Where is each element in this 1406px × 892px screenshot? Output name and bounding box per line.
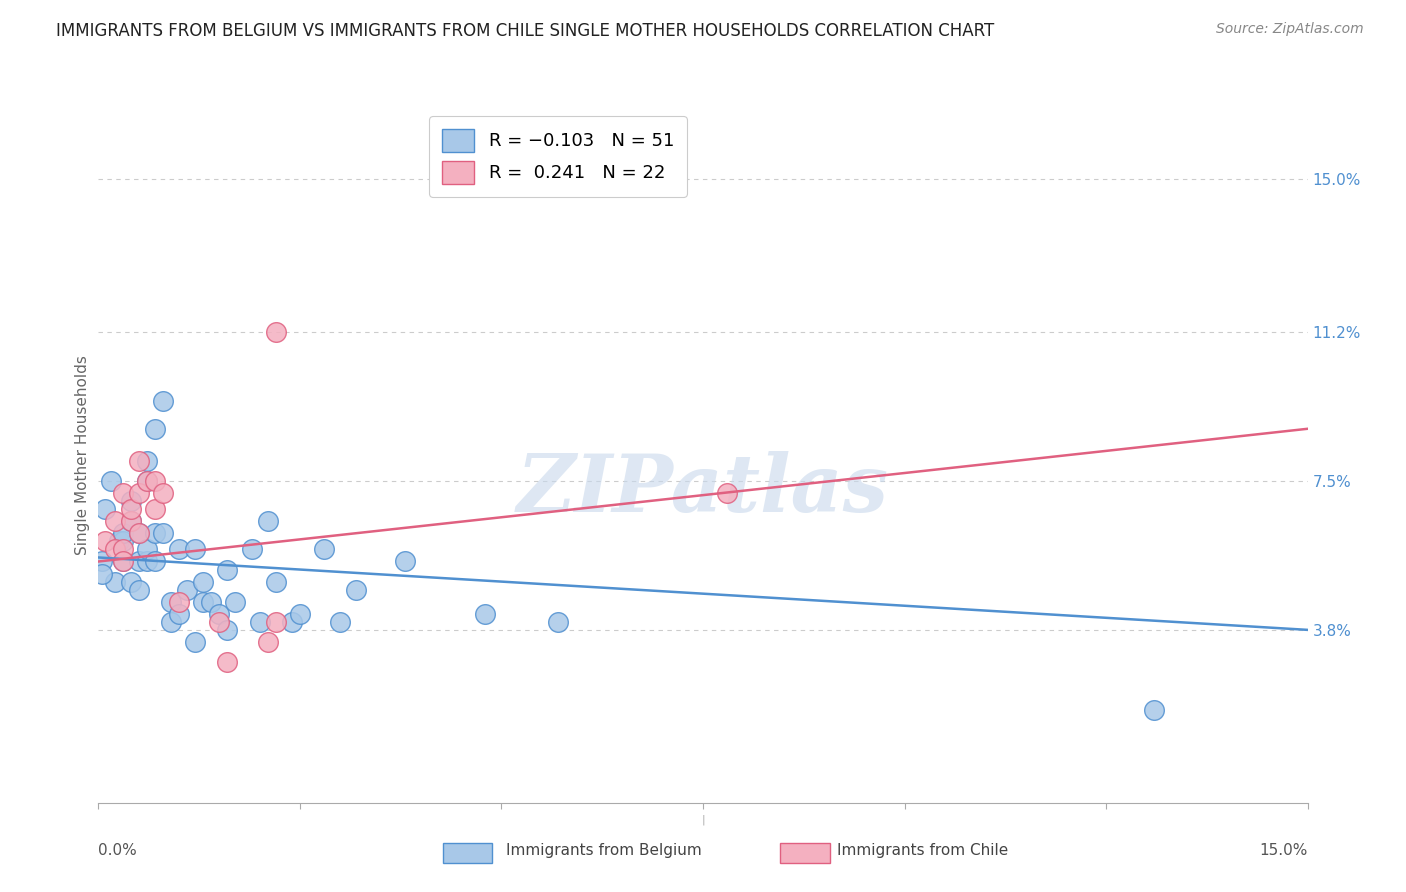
Point <box>91 566 114 581</box>
Point <box>128 554 150 568</box>
Point <box>167 542 190 557</box>
Point <box>120 514 142 528</box>
Point <box>208 607 231 621</box>
Point <box>394 554 416 568</box>
Point <box>314 542 336 557</box>
Point <box>111 526 134 541</box>
Point <box>128 486 150 500</box>
Point <box>160 615 183 629</box>
Point <box>240 542 263 557</box>
Point <box>264 325 287 339</box>
Point <box>128 526 150 541</box>
Point <box>217 562 239 576</box>
Point <box>111 542 134 557</box>
Text: IMMIGRANTS FROM BELGIUM VS IMMIGRANTS FROM CHILE SINGLE MOTHER HOUSEHOLDS CORREL: IMMIGRANTS FROM BELGIUM VS IMMIGRANTS FR… <box>56 22 994 40</box>
Y-axis label: Single Mother Households: Single Mother Households <box>75 355 90 555</box>
Text: 15.0%: 15.0% <box>1260 843 1308 858</box>
Point <box>111 554 134 568</box>
Point <box>474 607 496 621</box>
Point <box>249 615 271 629</box>
Point <box>143 474 166 488</box>
Point <box>256 514 278 528</box>
Point <box>264 574 287 589</box>
Point <box>1143 703 1166 717</box>
Point <box>143 502 166 516</box>
Point <box>128 526 150 541</box>
Point <box>152 393 174 408</box>
Point <box>135 542 157 557</box>
Point <box>167 607 190 621</box>
Point <box>152 486 174 500</box>
Point <box>135 474 157 488</box>
Point <box>224 595 246 609</box>
Point <box>193 574 215 589</box>
Point <box>716 486 738 500</box>
Point <box>120 502 142 516</box>
Point <box>91 554 114 568</box>
Text: 0.0%: 0.0% <box>98 843 138 858</box>
Point <box>264 615 287 629</box>
Point <box>103 542 125 557</box>
Point <box>176 582 198 597</box>
Point <box>94 534 117 549</box>
Point <box>329 615 352 629</box>
Text: Immigrants from Belgium: Immigrants from Belgium <box>506 843 702 858</box>
Point <box>193 595 215 609</box>
Point <box>120 494 142 508</box>
Point <box>217 623 239 637</box>
Point <box>120 514 142 528</box>
Point <box>152 526 174 541</box>
Point <box>143 422 166 436</box>
Point <box>111 486 134 500</box>
Point <box>135 474 157 488</box>
Point <box>160 595 183 609</box>
Point <box>281 615 304 629</box>
Point <box>120 574 142 589</box>
Point <box>103 574 125 589</box>
Point <box>103 514 125 528</box>
Point <box>208 615 231 629</box>
Legend: R = −0.103   N = 51, R =  0.241   N = 22: R = −0.103 N = 51, R = 0.241 N = 22 <box>429 116 686 197</box>
Point <box>547 615 569 629</box>
Point <box>184 635 207 649</box>
Point <box>128 582 150 597</box>
Point <box>143 554 166 568</box>
Point <box>100 474 122 488</box>
Point <box>217 655 239 669</box>
Point <box>111 534 134 549</box>
Point <box>143 526 166 541</box>
Point <box>344 582 367 597</box>
Point <box>135 554 157 568</box>
Point <box>107 534 129 549</box>
Point <box>128 454 150 468</box>
Point <box>288 607 311 621</box>
Point <box>135 454 157 468</box>
Point <box>184 542 207 557</box>
Point <box>94 502 117 516</box>
Text: |: | <box>702 814 704 825</box>
Text: Source: ZipAtlas.com: Source: ZipAtlas.com <box>1216 22 1364 37</box>
Point <box>200 595 222 609</box>
Point <box>256 635 278 649</box>
Point <box>167 595 190 609</box>
Text: ZIPatlas: ZIPatlas <box>517 451 889 528</box>
Point <box>111 554 134 568</box>
Text: Immigrants from Chile: Immigrants from Chile <box>837 843 1008 858</box>
